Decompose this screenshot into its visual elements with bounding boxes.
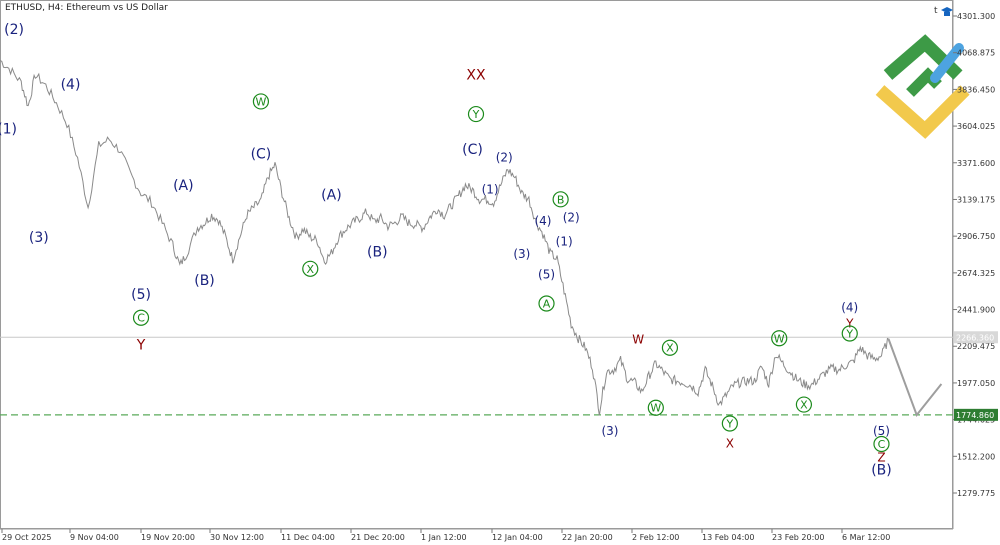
y-tick-label: 3371.600 [957,159,995,168]
y-tick-label: 1279.775 [957,489,995,498]
y-tick-label: 2441.900 [957,306,995,315]
x-tick-label: 23 Feb 20:00 [772,533,824,542]
wave-label: C [878,438,886,451]
wave-label: (C) [251,147,272,163]
wave-label: (4) [841,301,858,315]
wave-label: C [137,312,145,325]
wave-label-circle [647,399,664,416]
wave-label: Y [725,418,733,431]
wave-label: (1) [482,182,499,196]
wave-label-circle [661,339,679,356]
wave-label: (B) [194,273,215,289]
wave-label: (2) [496,151,513,165]
wave-label-circle [252,93,270,110]
wave-label: B [557,193,565,206]
wave-label: A [543,298,551,311]
wave-label: (5) [538,268,555,282]
y-tick-label: 3604.025 [957,122,995,131]
wave-label: (1) [556,234,573,248]
symbol-indicator[interactable]: t [934,6,938,16]
wave-label-circle [538,295,555,312]
wave-label: Y [845,328,853,341]
wave-label: X [800,399,808,412]
y-tick-label: 1977.050 [957,379,995,388]
wave-label: W [255,95,266,108]
wave-label: X [666,342,674,355]
wave-label: (5) [873,424,890,438]
wave-label: W [650,402,661,415]
wave-label: Y [136,338,146,354]
time-axis: 29 Oct 2025 9 Nov 04:00 19 Nov 20:00 30 Nov… [1,529,890,542]
current-price-box [954,331,998,344]
wave-label: (4) [534,214,551,228]
wave-label: (1) [0,121,17,137]
wave-label: XX [466,68,486,84]
cap-icon[interactable] [941,7,953,16]
current-price-label: 2266.360 [956,333,994,342]
wave-label: (A) [321,188,342,204]
projection-line [887,338,943,418]
wave-label-circle [721,415,738,432]
wave-label: Y [472,108,480,121]
wave-label: (2) [563,211,580,225]
wave-label-circle [467,105,485,123]
x-tick-label: 11 Dec 04:00 [281,533,335,542]
y-tick-label: 4301.300 [957,12,995,21]
x-tick-label: 13 Feb 04:00 [702,533,754,542]
y-tick-label: 3836.450 [957,85,995,94]
wave-label: (3) [29,230,49,246]
wave-label: Y [845,316,854,330]
price-series [0,60,943,418]
wave-label-circle [132,309,150,326]
x-tick-label: 21 Dec 20:00 [351,533,405,542]
wave-label: X [726,436,734,450]
y-tick-label: 3139.175 [957,195,995,204]
y-tick-label: 2906.750 [957,232,995,241]
x-tick-label: 2 Feb 12:00 [632,533,679,542]
wave-label-circle [841,325,858,342]
wave-label: (B) [367,244,388,260]
price-axis: 4301.300 4068.875 3836.450 3604.025 3371.600… [953,12,995,498]
price-levels: 2266.360 1774.860 [0,331,998,421]
y-tick-label: 1512.200 [957,452,995,461]
wave-label: (4) [61,77,81,93]
wave-label: W [632,332,644,346]
chart-title: ETHUSD, H4: Ethereum vs US Dollar [5,3,168,13]
y-tick-label: 2674.325 [957,269,995,278]
x-tick-label: 12 Jan 04:00 [492,533,543,542]
x-tick-label: 29 Oct 2025 [2,533,51,542]
x-tick-label: 6 Mar 12:00 [842,533,890,542]
x-tick-label: 1 Jan 12:00 [421,533,467,542]
y-tick-label: 2209.475 [957,342,995,351]
x-tick-label: 19 Nov 20:00 [141,533,195,542]
support-price-box [954,408,998,421]
x-tick-label: 22 Jan 20:00 [562,533,613,542]
x-tick-label: 30 Nov 12:00 [210,533,264,542]
x-tick-label: 9 Nov 04:00 [70,533,119,542]
wave-label: (2) [4,22,24,38]
support-price-label: 1774.860 [956,411,994,420]
wave-label: (A) [173,178,194,194]
wave-label: (C) [462,142,483,158]
y-tick-label: 4068.875 [957,49,995,58]
wave-label: (5) [131,287,151,303]
wave-label: (B) [871,462,892,478]
wave-label: Z [877,451,885,465]
wave-label: W [774,332,785,345]
wave-label: (3) [601,424,618,438]
price-line [0,60,889,416]
wave-label: X [307,263,315,276]
wave-label-circle [302,260,319,277]
wave-labels: (2)(1)(3)(4)(5)CY(A)(B)W(C)X(A)(B)XXY(C)… [0,22,892,478]
wave-label-circle [552,191,569,208]
wave-label-circle [873,435,890,453]
wave-label-circle [795,396,813,413]
wave-label-circle [771,330,788,347]
wave-label: (3) [513,247,530,261]
